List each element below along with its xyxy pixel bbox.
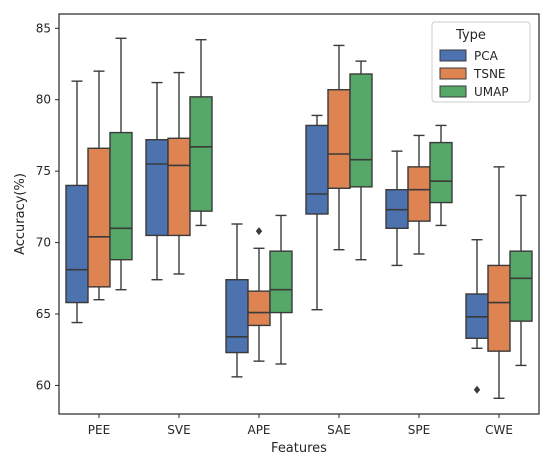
x-tick-label: PEE: [88, 423, 110, 437]
outlier-point: [473, 385, 481, 394]
x-tick-label: SPE: [408, 423, 430, 437]
box-iqr: [189, 96, 213, 212]
legend: Type PCA TSNE UMAP: [431, 21, 531, 103]
outlier-point: [255, 227, 263, 236]
legend-swatch-tsne: [439, 67, 467, 80]
box-iqr: [87, 147, 111, 288]
legend-title: Type: [455, 28, 486, 43]
box-iqr: [487, 264, 511, 352]
box-umap-sve: [189, 39, 213, 227]
box-tsne-sae: [327, 44, 351, 251]
box-umap-pee: [109, 37, 133, 291]
box-pca-sve: [145, 81, 169, 281]
x-axis-title: Features: [271, 441, 327, 456]
box-umap-cwe: [509, 194, 533, 367]
x-axis-ticks: PEE SVE APE SAE SPE CWE: [88, 414, 513, 437]
box-umap-spe: [429, 124, 453, 227]
y-tick-label: 80: [36, 93, 51, 107]
box-iqr: [349, 73, 373, 188]
box-iqr: [109, 131, 133, 261]
legend-swatch-pca: [439, 49, 467, 62]
y-tick-label: 70: [36, 236, 51, 250]
box-iqr: [407, 166, 431, 222]
x-tick-label: APE: [247, 423, 270, 437]
box-pca-ape: [225, 223, 249, 378]
legend-frame: [431, 21, 531, 103]
box-iqr: [509, 250, 533, 322]
y-tick-label: 75: [36, 164, 51, 178]
box-pca-cwe: [465, 239, 489, 349]
x-tick-label: SAE: [327, 423, 351, 437]
legend-label-pca: PCA: [474, 49, 499, 63]
y-tick-label: 65: [36, 307, 51, 321]
box-iqr: [225, 279, 249, 354]
box-iqr: [429, 141, 453, 204]
box-iqr: [327, 89, 351, 189]
box-iqr: [65, 184, 89, 304]
legend-items: PCA TSNE UMAP: [439, 49, 509, 99]
box-pca-sae: [305, 114, 329, 311]
y-tick-label: 85: [36, 21, 51, 35]
legend-label-umap: UMAP: [474, 85, 509, 99]
box-pca-pee: [65, 80, 89, 324]
x-tick-label: SVE: [167, 423, 190, 437]
y-axis-ticks: 60 65 70 75 80 85: [36, 21, 59, 392]
x-tick-label: CWE: [485, 423, 513, 437]
box-umap-sae: [349, 60, 373, 261]
box-tsne-spe: [407, 134, 431, 255]
box-iqr: [305, 124, 329, 215]
box-tsne-sve: [167, 71, 191, 275]
legend-label-tsne: TSNE: [473, 67, 506, 81]
plot-area: [65, 37, 533, 399]
y-tick-label: 60: [36, 378, 51, 392]
box-iqr: [167, 137, 191, 237]
box-iqr: [269, 250, 293, 314]
legend-swatch-umap: [439, 85, 467, 98]
y-axis-title: Accuracy(%): [13, 173, 28, 255]
box-iqr: [247, 290, 271, 327]
box-umap-ape: [269, 214, 293, 365]
box-iqr: [145, 139, 169, 237]
plot-frame: [58, 13, 540, 415]
